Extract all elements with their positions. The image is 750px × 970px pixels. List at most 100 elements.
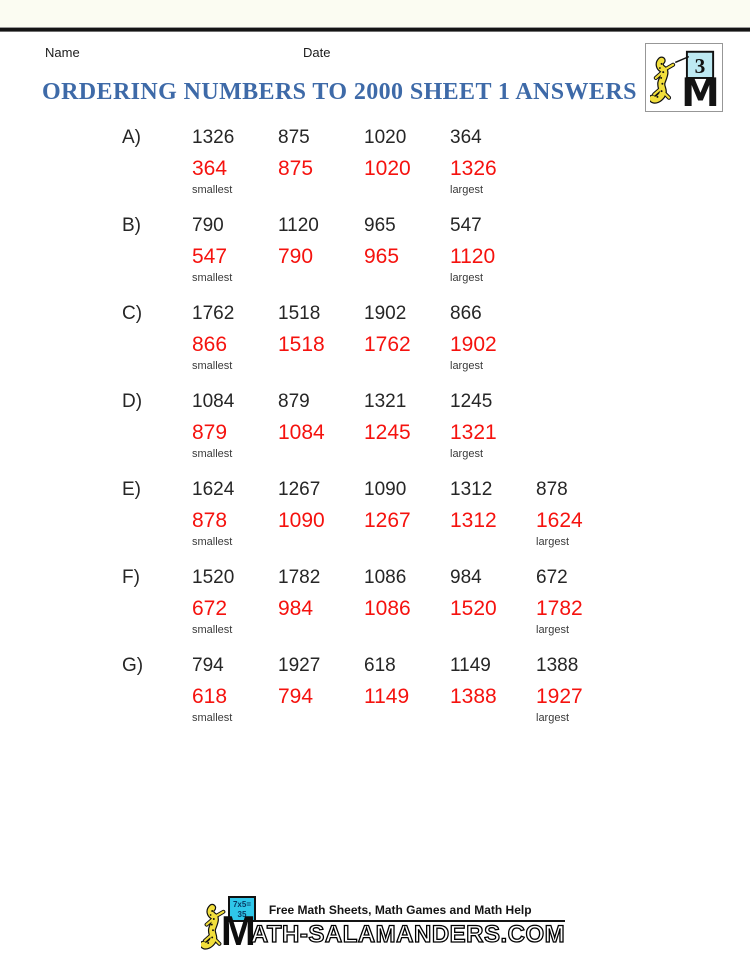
wordmark-m: M bbox=[220, 907, 256, 954]
answer-number: 364 bbox=[192, 157, 228, 180]
footer-logo: 7x5= 35 bbox=[199, 896, 256, 955]
order-labels-line: smallest largest bbox=[122, 624, 682, 638]
question-line: C) 1762 1518 1902 866 bbox=[122, 303, 682, 325]
largest-label: largest bbox=[450, 272, 484, 284]
order-labels-line: smallest largest bbox=[122, 536, 682, 550]
smallest-label: smallest bbox=[192, 360, 233, 372]
board-text-line2: 35 bbox=[237, 910, 246, 919]
answer-number: 1518 bbox=[278, 333, 325, 356]
question-number: 790 bbox=[192, 215, 224, 236]
answer-number: 879 bbox=[192, 421, 228, 444]
question-number: 875 bbox=[278, 127, 310, 148]
answer-number: 618 bbox=[192, 685, 228, 708]
order-labels-line: smallest largest bbox=[122, 360, 682, 374]
answer-number: 1624 bbox=[536, 509, 583, 532]
answer-number: 672 bbox=[192, 597, 228, 620]
answer-number: 984 bbox=[278, 597, 314, 620]
answer-number: 1120 bbox=[450, 245, 496, 268]
answer-number: 1902 bbox=[450, 333, 497, 356]
pen-icon bbox=[674, 55, 690, 64]
answer-line: 364 875 1020 1326 bbox=[122, 157, 682, 181]
question-line: F) 1520 1782 1086 984 672 bbox=[122, 567, 682, 589]
question-row: A) 1326 875 1020 364 364 875 1020 1326 smalles… bbox=[122, 127, 682, 198]
question-line: A) 1326 875 1020 364 bbox=[122, 127, 682, 149]
wordmark-text: ATH-SALAMANDERS.COM bbox=[250, 920, 566, 948]
answer-number: 1149 bbox=[364, 685, 410, 708]
question-number: 1624 bbox=[192, 479, 235, 500]
answer-number: 875 bbox=[278, 157, 314, 180]
order-labels-line: smallest largest bbox=[122, 712, 682, 726]
question-number: 1086 bbox=[364, 567, 407, 588]
answer-number: 1084 bbox=[278, 421, 325, 444]
answer-line: 618 794 1149 1388 1927 bbox=[122, 685, 682, 709]
smallest-label: smallest bbox=[192, 184, 233, 196]
question-number: 879 bbox=[278, 391, 310, 412]
smallest-label: smallest bbox=[192, 536, 233, 548]
largest-label: largest bbox=[450, 448, 484, 460]
question-row: B) 790 1120 965 547 547 790 965 1120 smallest l… bbox=[122, 215, 682, 286]
name-label: Name bbox=[45, 45, 80, 60]
row-label: F) bbox=[122, 567, 140, 588]
question-number: 1120 bbox=[278, 215, 319, 236]
answer-number: 790 bbox=[278, 245, 314, 268]
answer-line: 879 1084 1245 1321 bbox=[122, 421, 682, 445]
row-label: G) bbox=[122, 655, 144, 676]
question-number: 672 bbox=[536, 567, 568, 588]
question-number: 618 bbox=[364, 655, 396, 676]
smallest-label: smallest bbox=[192, 448, 233, 460]
row-label: C) bbox=[122, 303, 143, 324]
answer-number: 547 bbox=[192, 245, 228, 268]
math-board bbox=[227, 896, 256, 922]
answer-line: 866 1518 1762 1902 bbox=[122, 333, 682, 357]
largest-label: largest bbox=[450, 360, 484, 372]
order-labels-line: smallest largest bbox=[122, 272, 682, 286]
top-band bbox=[0, 0, 750, 27]
grade-board bbox=[685, 50, 715, 79]
question-number: 965 bbox=[364, 215, 396, 236]
question-number: 1518 bbox=[278, 303, 321, 324]
question-number: 866 bbox=[450, 303, 482, 324]
question-line: G) 794 1927 618 1149 1388 bbox=[122, 655, 682, 677]
math-salamanders-badge: M 3 bbox=[645, 43, 723, 112]
question-number: 794 bbox=[192, 655, 224, 676]
answer-number: 1762 bbox=[364, 333, 411, 356]
question-row: E) 1624 1267 1090 1312 878 878 1090 1267 1312 16… bbox=[122, 479, 682, 550]
question-number: 1782 bbox=[278, 567, 321, 588]
answer-number: 1312 bbox=[450, 509, 497, 532]
header-divider bbox=[0, 27, 750, 33]
row-label: A) bbox=[122, 127, 141, 148]
question-line: E) 1624 1267 1090 1312 878 bbox=[122, 479, 682, 501]
question-number: 1388 bbox=[536, 655, 579, 676]
footer-divider bbox=[250, 920, 566, 922]
largest-label: largest bbox=[536, 624, 570, 636]
row-label: B) bbox=[122, 215, 141, 236]
question-number: 1245 bbox=[450, 391, 493, 412]
question-number: 1762 bbox=[192, 303, 235, 324]
question-row: C) 1762 1518 1902 866 866 1518 1762 1902 small… bbox=[122, 303, 682, 374]
questions-list: A) 1326 875 1020 364 364 875 1020 1326 smalles… bbox=[122, 127, 682, 743]
answer-number: 1020 bbox=[364, 157, 411, 180]
question-number: 1326 bbox=[192, 127, 235, 148]
answer-line: 547 790 965 1120 bbox=[122, 245, 682, 269]
question-number: 1020 bbox=[364, 127, 407, 148]
order-labels-line: smallest largest bbox=[122, 448, 682, 462]
question-number: 1520 bbox=[192, 567, 235, 588]
grade-number: 3 bbox=[695, 54, 706, 78]
question-line: B) 790 1120 965 547 bbox=[122, 215, 682, 237]
question-number: 984 bbox=[450, 567, 482, 588]
answer-number: 1321 bbox=[450, 421, 497, 444]
largest-label: largest bbox=[450, 184, 484, 196]
answer-number: 878 bbox=[192, 509, 228, 532]
answer-number: 1245 bbox=[364, 421, 411, 444]
badge-graphic: M 3 bbox=[646, 50, 720, 111]
page-title: ORDERING NUMBERS TO 2000 SHEET 1 ANSWERS bbox=[42, 79, 637, 105]
answer-number: 1782 bbox=[536, 597, 583, 620]
question-row: D) 1084 879 1321 1245 879 1084 1245 1321 small… bbox=[122, 391, 682, 462]
question-number: 878 bbox=[536, 479, 568, 500]
question-number: 1927 bbox=[278, 655, 321, 676]
answer-number: 1267 bbox=[364, 509, 411, 532]
question-line: D) 1084 879 1321 1245 bbox=[122, 391, 682, 413]
question-row: G) 794 1927 618 1149 1388 618 794 1149 1388 1927… bbox=[122, 655, 682, 726]
question-number: 1084 bbox=[192, 391, 235, 412]
